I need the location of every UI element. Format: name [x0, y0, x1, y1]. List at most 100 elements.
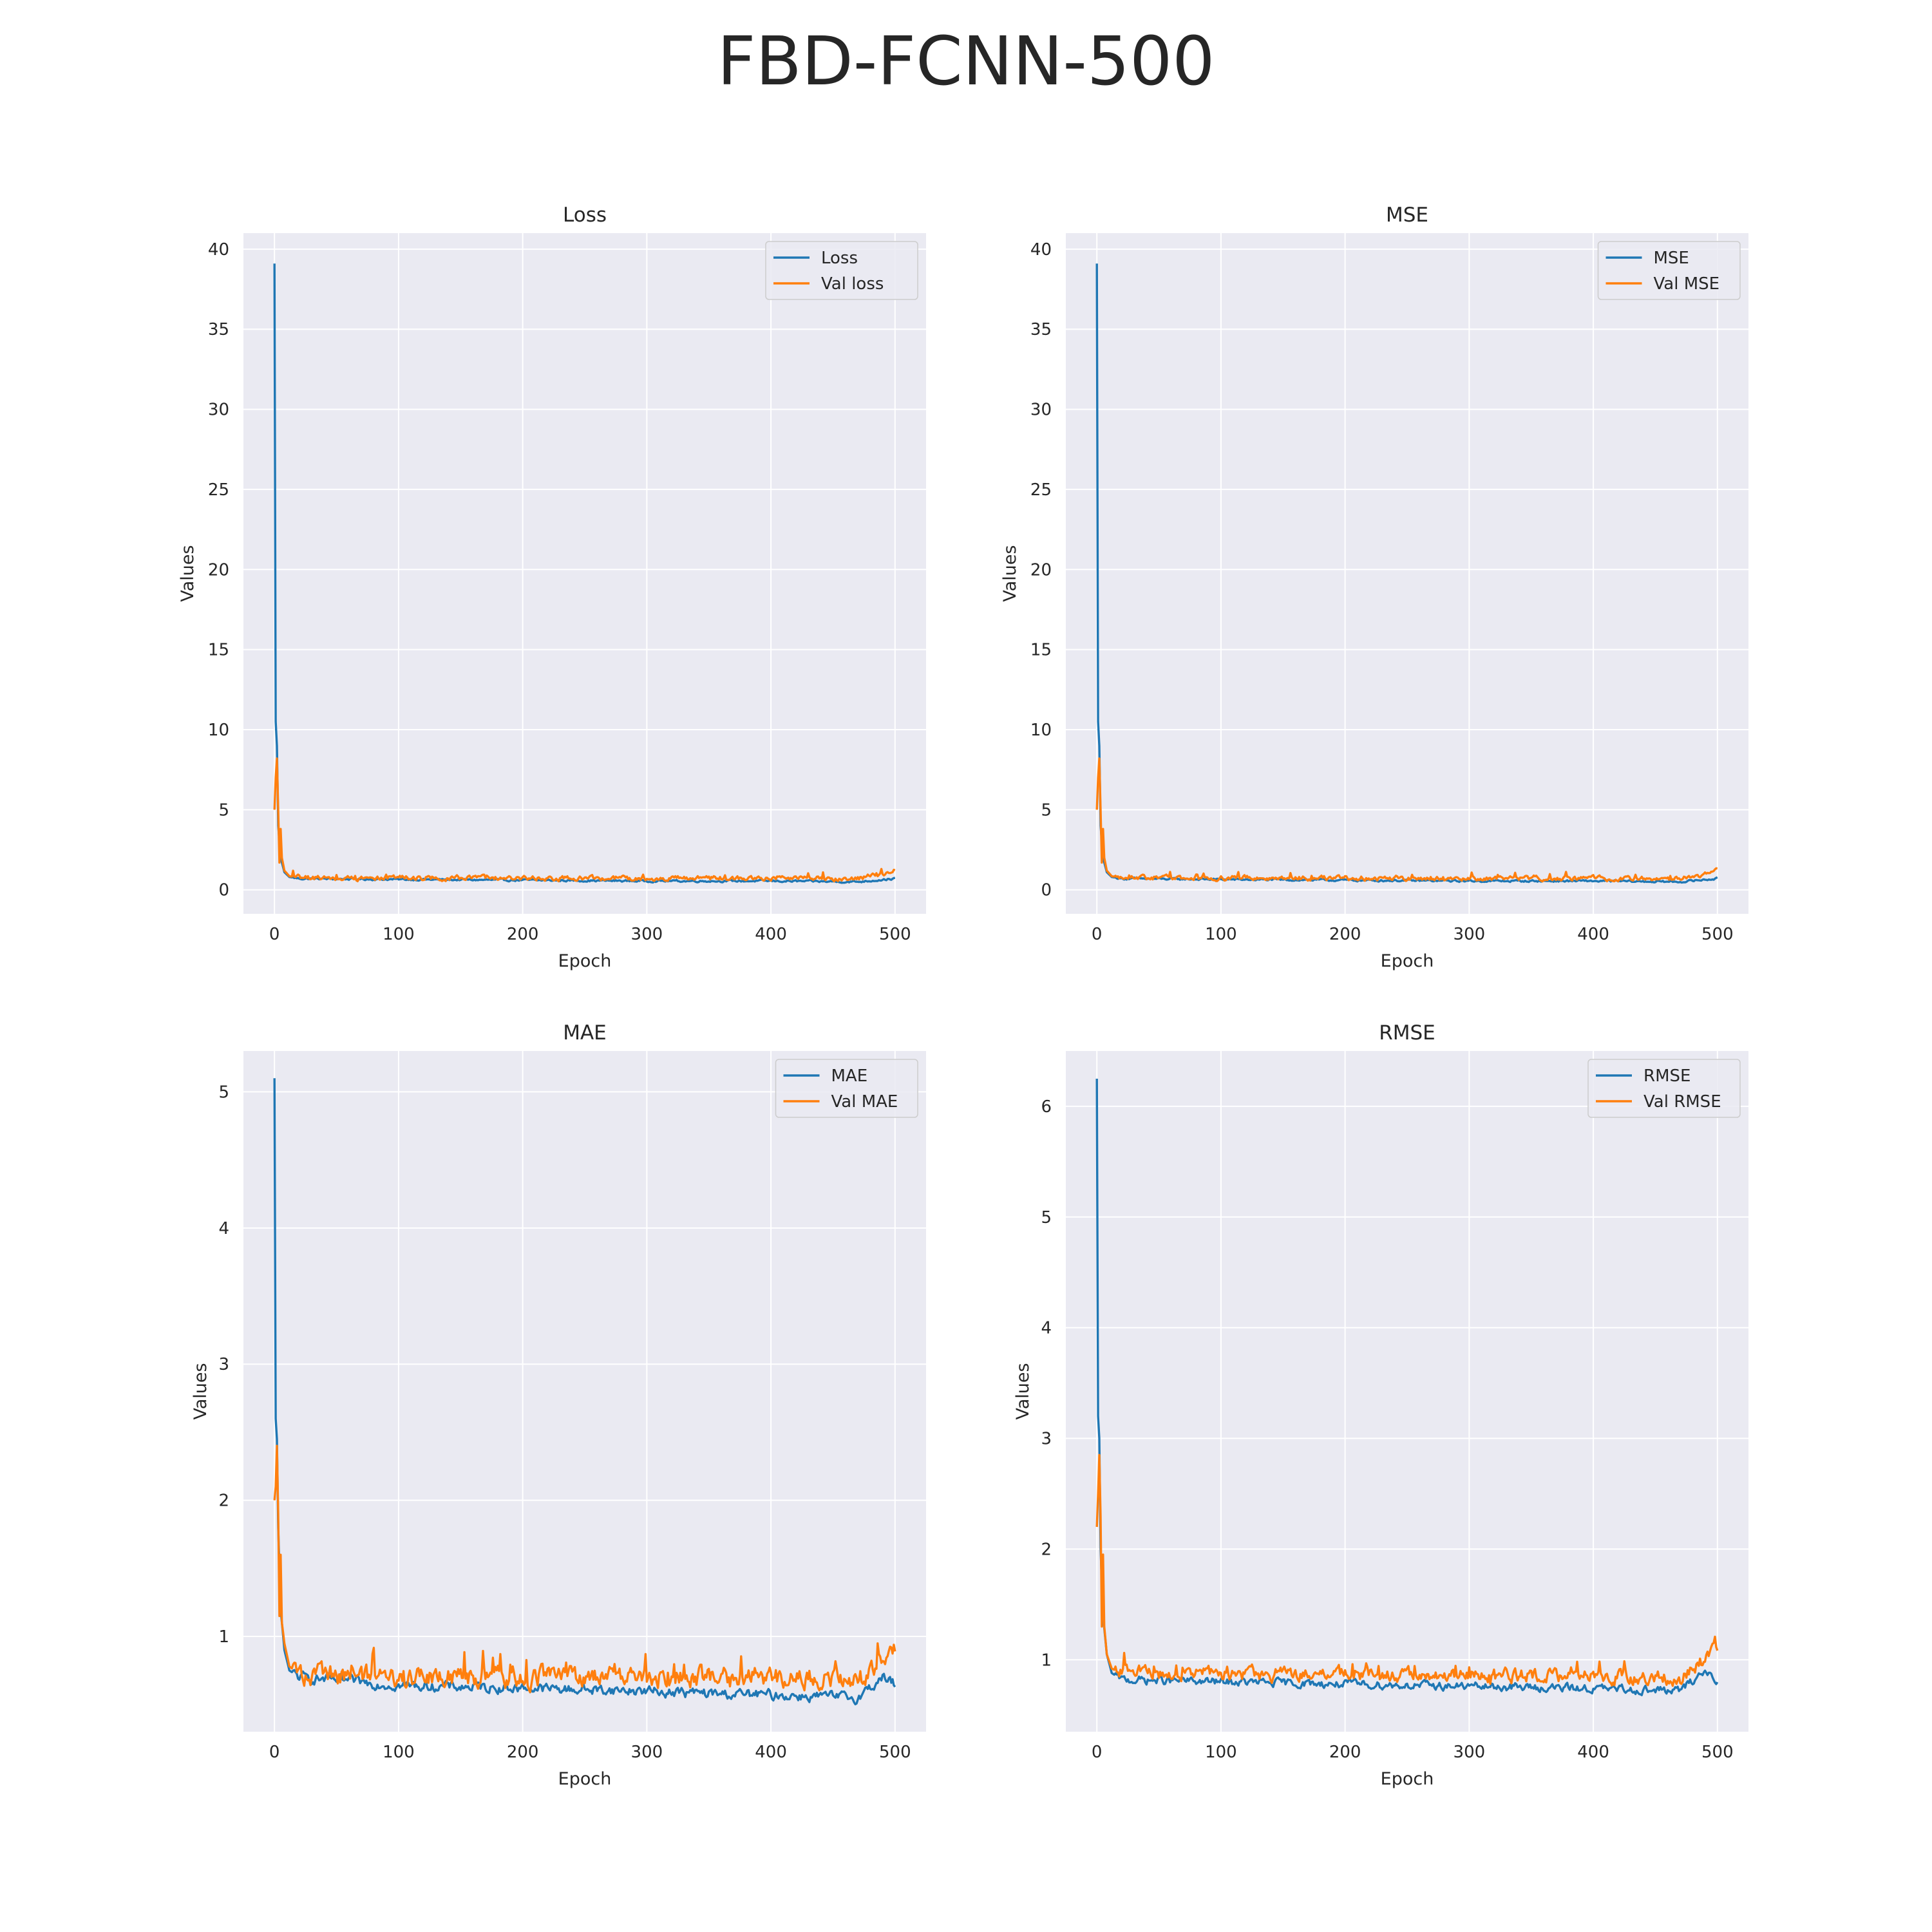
subplot-loss: 0 100 200 300 400 500 0 5 10 15 20 25 30 35 40 Loss Epoc…	[178, 204, 926, 971]
x-tick-label: 500	[1701, 1743, 1734, 1762]
y-tick-label: 5	[1041, 1208, 1052, 1227]
x-tick-label: 300	[631, 1743, 663, 1762]
plot-area	[243, 233, 926, 914]
series-line-train	[273, 1078, 896, 1706]
series-lines	[273, 1078, 896, 1706]
legend-label: Val MAE	[831, 1092, 898, 1112]
y-tick-label: 0	[218, 881, 229, 900]
x-tick-label: 500	[879, 1743, 911, 1762]
x-tick-label: 300	[631, 925, 663, 944]
x-tick-label: 100	[383, 925, 415, 944]
y-tick-label: 1	[218, 1627, 229, 1647]
subplot-mse: 0 100 200 300 400 500 0 5 10 15 20 25 30 35 40 MSE Epoch…	[1000, 204, 1748, 971]
x-axis-label: Epoch	[1381, 1769, 1434, 1789]
y-tick-label: 40	[1030, 240, 1052, 260]
legend-label: Val loss	[821, 274, 884, 294]
series-lines	[273, 263, 896, 884]
y-tick-label: 15	[1030, 641, 1052, 660]
y-tick-label: 6	[1041, 1097, 1052, 1117]
x-tick-label: 400	[1577, 1743, 1609, 1762]
x-tick-label: 300	[1454, 925, 1486, 944]
legend-box	[1597, 241, 1741, 300]
y-tick-label: 2	[1041, 1540, 1052, 1559]
y-tick-label: 1	[1041, 1651, 1052, 1670]
x-tick-label: 200	[1329, 925, 1361, 944]
legend-label: Val MSE	[1654, 274, 1720, 294]
legend-label: RMSE	[1643, 1066, 1690, 1086]
y-tick-label: 2	[218, 1492, 229, 1511]
x-axis-label: Epoch	[558, 1769, 612, 1789]
subplot-title: Loss	[563, 204, 607, 227]
y-tick-label: 5	[218, 1083, 229, 1102]
y-axis-label: Values	[178, 545, 198, 601]
x-tick-label: 300	[1454, 1743, 1486, 1762]
y-tick-label: 30	[1030, 401, 1052, 420]
x-tick-label: 0	[269, 1743, 280, 1762]
x-tick-label: 400	[1577, 925, 1609, 944]
x-tick-label: 0	[1092, 1743, 1103, 1762]
series-line-val	[273, 1444, 896, 1694]
y-tick-label: 25	[1030, 480, 1052, 500]
legend: RMSE Val RMSE	[1587, 1059, 1741, 1118]
subplot-rmse: 0 100 200 300 400 500 1 2 3 4 5 6 RMSE Epoch Values RMS…	[1013, 1021, 1748, 1789]
y-tick-label: 5	[218, 800, 229, 820]
x-tick-label: 400	[755, 1743, 787, 1762]
x-tick-label: 100	[383, 1743, 415, 1762]
plot-area	[1066, 1051, 1748, 1732]
x-axis-label: Epoch	[1381, 951, 1434, 971]
y-tick-label: 35	[1030, 320, 1052, 339]
y-axis-label: Values	[1013, 1363, 1033, 1419]
x-tick-label: 400	[755, 925, 787, 944]
y-tick-label: 0	[1041, 881, 1052, 900]
legend-label: Val RMSE	[1643, 1092, 1721, 1112]
y-tick-label: 3	[218, 1355, 229, 1374]
legend-box	[775, 1059, 918, 1118]
series-line-val	[1095, 1454, 1719, 1687]
subplot-title: RMSE	[1379, 1021, 1435, 1045]
legend-label: MSE	[1654, 249, 1689, 268]
y-tick-label: 5	[1041, 800, 1052, 820]
plot-area	[1066, 233, 1748, 914]
plot-area	[243, 1051, 926, 1732]
series-line-train	[1095, 1078, 1719, 1696]
x-tick-label: 500	[879, 925, 911, 944]
x-axis-label: Epoch	[558, 951, 612, 971]
legend-label: MAE	[831, 1066, 868, 1086]
x-tick-label: 500	[1701, 925, 1734, 944]
series-line-val	[273, 757, 896, 883]
series-line-val	[1095, 757, 1718, 883]
legend-box	[765, 241, 918, 300]
y-tick-label: 10	[208, 721, 229, 740]
y-tick-label: 4	[218, 1219, 229, 1238]
x-tick-label: 100	[1205, 1743, 1237, 1762]
series-lines	[1095, 1078, 1719, 1696]
x-tick-label: 100	[1205, 925, 1237, 944]
y-axis-label: Values	[1000, 545, 1020, 601]
legend-box	[1587, 1059, 1741, 1118]
y-tick-label: 10	[1030, 721, 1052, 740]
legend-label: Loss	[821, 249, 858, 268]
subplot-title: MSE	[1386, 204, 1428, 227]
x-tick-label: 200	[507, 925, 539, 944]
y-tick-label: 40	[208, 240, 229, 260]
figure-title: FBD-FCNN-500	[717, 22, 1215, 100]
y-tick-label: 35	[208, 320, 229, 339]
x-tick-label: 200	[1329, 1743, 1361, 1762]
x-tick-label: 200	[507, 1743, 539, 1762]
x-tick-label: 0	[1092, 925, 1103, 944]
legend: MSE Val MSE	[1597, 241, 1741, 300]
x-tick-label: 0	[269, 925, 280, 944]
subplot-title: MAE	[563, 1021, 607, 1045]
y-tick-label: 15	[208, 641, 229, 660]
series-lines	[1095, 263, 1718, 884]
legend: MAE Val MAE	[775, 1059, 918, 1118]
y-tick-label: 3	[1041, 1430, 1052, 1449]
legend: Loss Val loss	[765, 241, 918, 300]
y-tick-label: 25	[208, 480, 229, 500]
y-axis-label: Values	[191, 1363, 211, 1419]
y-tick-label: 4	[1041, 1319, 1052, 1338]
y-tick-label: 20	[1030, 560, 1052, 580]
subplot-mae: 0 100 200 300 400 500 1 2 3 4 5 MAE Epoch Values MAE Va…	[191, 1021, 926, 1789]
y-tick-label: 30	[208, 401, 229, 420]
